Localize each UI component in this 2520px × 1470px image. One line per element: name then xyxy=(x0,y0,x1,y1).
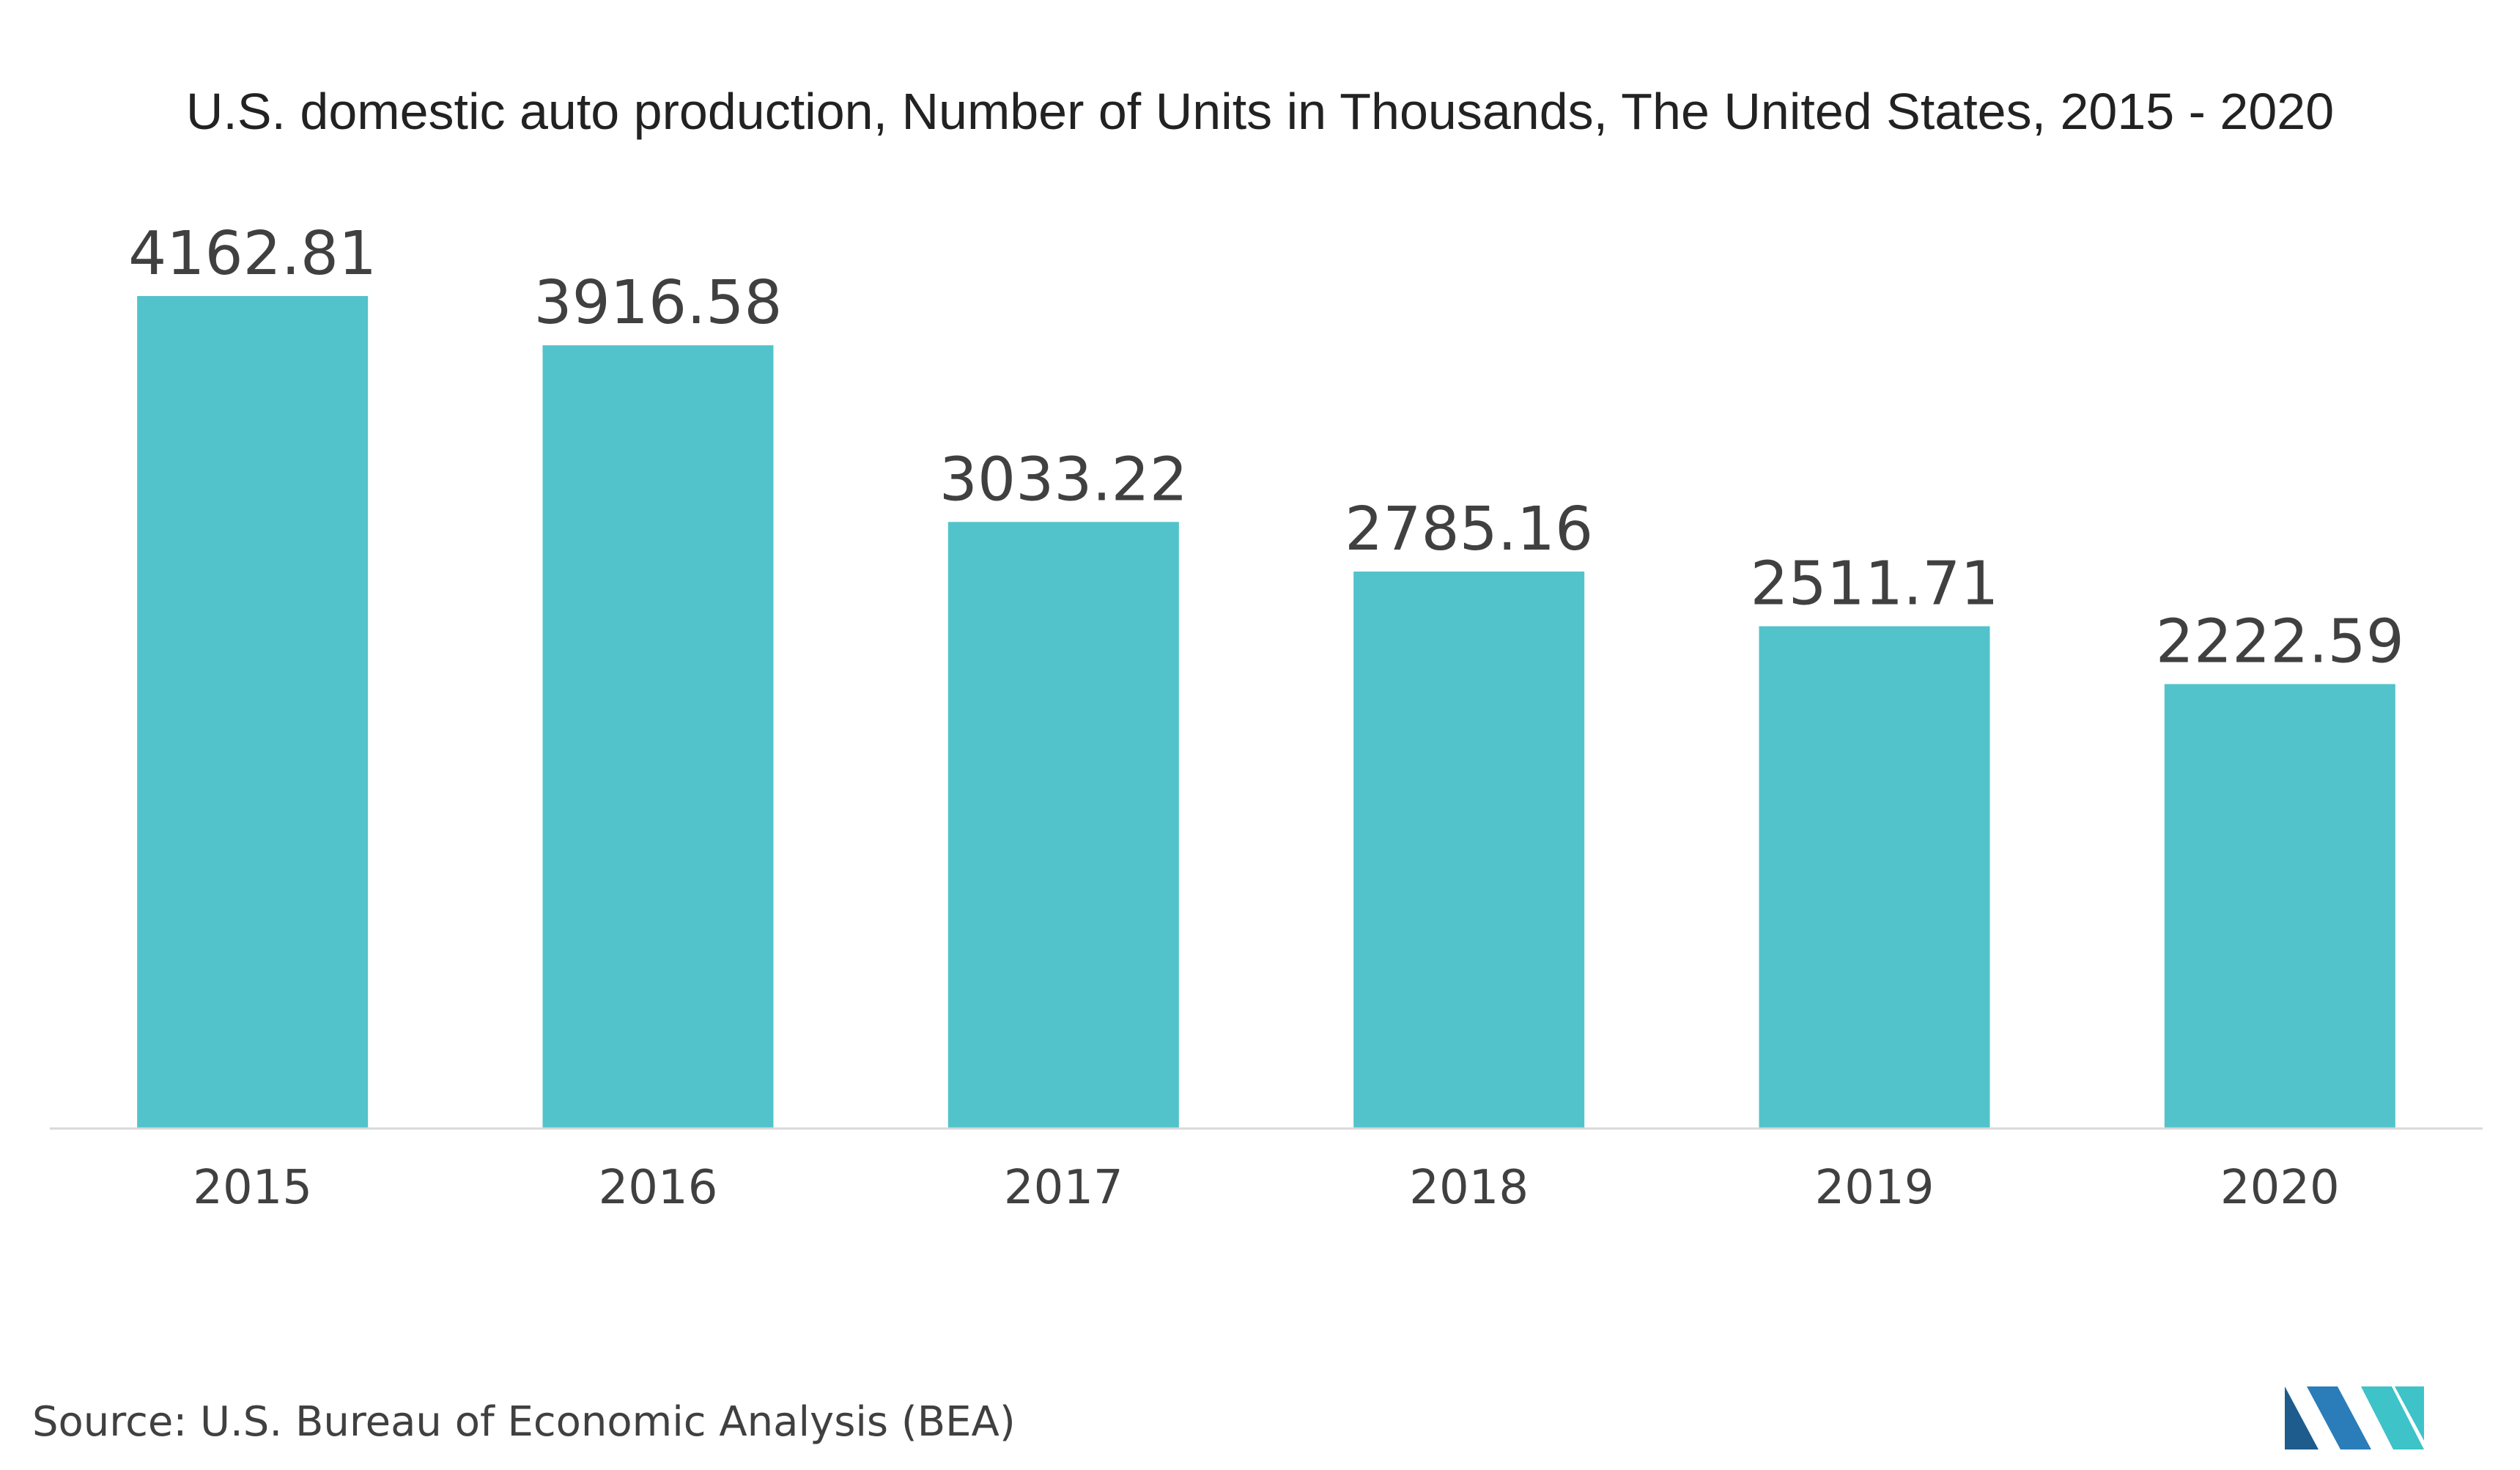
x-tick-label-2016: 2016 xyxy=(599,1161,718,1215)
mordor-intelligence-logo-icon xyxy=(2285,1386,2424,1449)
data-label-2016: 3916.58 xyxy=(533,268,782,338)
data-label-2017: 3033.22 xyxy=(939,445,1188,514)
logo-shape-left xyxy=(2285,1386,2318,1449)
value-labels-group: 4162.81 3916.58 3033.22 2785.16 2511.71 2222.… xyxy=(128,219,2404,676)
bar-2020 xyxy=(2164,684,2395,1129)
chart-title: U.S. domestic auto production, Number of… xyxy=(185,83,2335,140)
data-label-2019: 2511.71 xyxy=(1750,550,1998,619)
bar-2019 xyxy=(1759,626,1990,1129)
data-label-2015: 4162.81 xyxy=(128,219,377,289)
x-tick-label-2017: 2017 xyxy=(1004,1161,1123,1215)
bar-2015 xyxy=(137,296,369,1129)
data-label-2020: 2222.59 xyxy=(2156,607,2404,676)
source-note: Source: U.S. Bureau of Economic Analysis… xyxy=(32,1398,1016,1446)
data-label-2018: 2785.16 xyxy=(1345,495,1593,564)
bars-group xyxy=(137,296,2395,1129)
logo-shape-middle xyxy=(2307,1386,2371,1449)
x-tick-label-2020: 2020 xyxy=(2220,1161,2340,1215)
bar-2018 xyxy=(1353,571,1585,1129)
x-tick-label-2018: 2018 xyxy=(1409,1161,1529,1215)
x-tick-label-2015: 2015 xyxy=(193,1161,312,1215)
x-tick-label-2019: 2019 xyxy=(1815,1161,1935,1215)
logo-shape-edge xyxy=(2395,1386,2424,1441)
x-tick-labels-group: 2015 2016 2017 2018 2019 2020 xyxy=(193,1161,2340,1215)
bar-2016 xyxy=(542,345,774,1129)
logo-shape-right xyxy=(2361,1386,2424,1449)
bar-2017 xyxy=(947,522,1179,1129)
